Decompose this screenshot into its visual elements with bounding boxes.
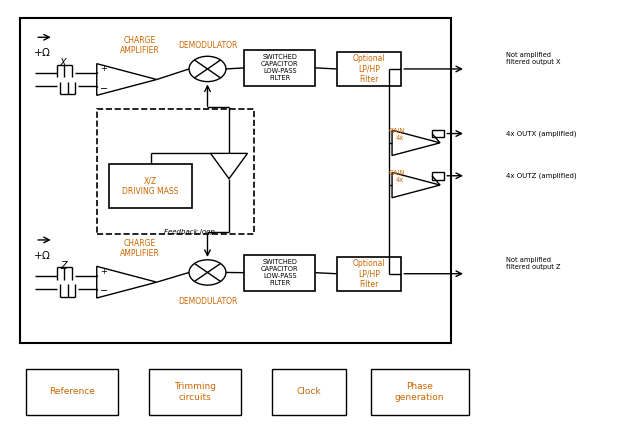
Text: DEMODULATOR: DEMODULATOR	[178, 41, 237, 50]
Text: −: −	[101, 84, 109, 94]
Text: −: −	[101, 286, 109, 297]
Text: 4x: 4x	[396, 135, 404, 141]
Text: Not amplified
filtered output X: Not amplified filtered output X	[506, 52, 561, 65]
Bar	[371, 369, 469, 415]
Text: +: +	[101, 65, 108, 74]
Text: CHARGE
AMPLIFIER: CHARGE AMPLIFIER	[120, 239, 159, 258]
Text: CHARGE
AMPLIFIER: CHARGE AMPLIFIER	[120, 36, 159, 55]
Text: Clock: Clock	[297, 388, 321, 397]
Text: X/Z
DRIVING MASS: X/Z DRIVING MASS	[122, 176, 179, 196]
Bar	[97, 109, 253, 234]
Text: SWITCHED
CAPACITOR
LOW-PASS
FILTER: SWITCHED CAPACITOR LOW-PASS FILTER	[261, 259, 298, 286]
Text: 4x OUTZ (amplified): 4x OUTZ (amplified)	[506, 173, 577, 179]
Bar	[20, 18, 451, 343]
Text: Not amplified
filtered output Z: Not amplified filtered output Z	[506, 257, 561, 270]
Bar	[26, 369, 118, 415]
Text: Optional
LP/HP
Filter: Optional LP/HP Filter	[353, 54, 385, 84]
Text: +$\Omega$: +$\Omega$	[33, 46, 51, 58]
Text: Z: Z	[60, 261, 67, 271]
Bar	[432, 130, 444, 137]
Text: 4x: 4x	[396, 177, 404, 183]
Bar	[337, 52, 401, 86]
Bar	[149, 369, 241, 415]
Text: +: +	[101, 267, 108, 276]
Text: X: X	[60, 57, 67, 68]
Bar	[337, 257, 401, 291]
Text: SWITCHED
CAPACITOR
LOW-PASS
FILTER: SWITCHED CAPACITOR LOW-PASS FILTER	[261, 54, 298, 82]
Text: Phase
generation: Phase generation	[395, 382, 444, 402]
Text: 4x OUTX (amplified): 4x OUTX (amplified)	[506, 130, 577, 137]
Bar	[272, 369, 346, 415]
Bar	[244, 255, 315, 291]
Bar	[432, 172, 444, 180]
Bar	[244, 50, 315, 86]
Text: Optional
LP/HP
Filter: Optional LP/HP Filter	[353, 259, 385, 289]
Text: Trimming
circuits: Trimming circuits	[174, 382, 216, 402]
Text: GAIN: GAIN	[389, 128, 405, 134]
Text: GAIN: GAIN	[389, 170, 405, 176]
Text: DEMODULATOR: DEMODULATOR	[178, 297, 237, 306]
Text: +$\Omega$: +$\Omega$	[33, 249, 51, 261]
Text: Reference: Reference	[49, 388, 95, 397]
Bar	[109, 164, 192, 208]
Text: Feedback loop: Feedback loop	[164, 230, 214, 235]
